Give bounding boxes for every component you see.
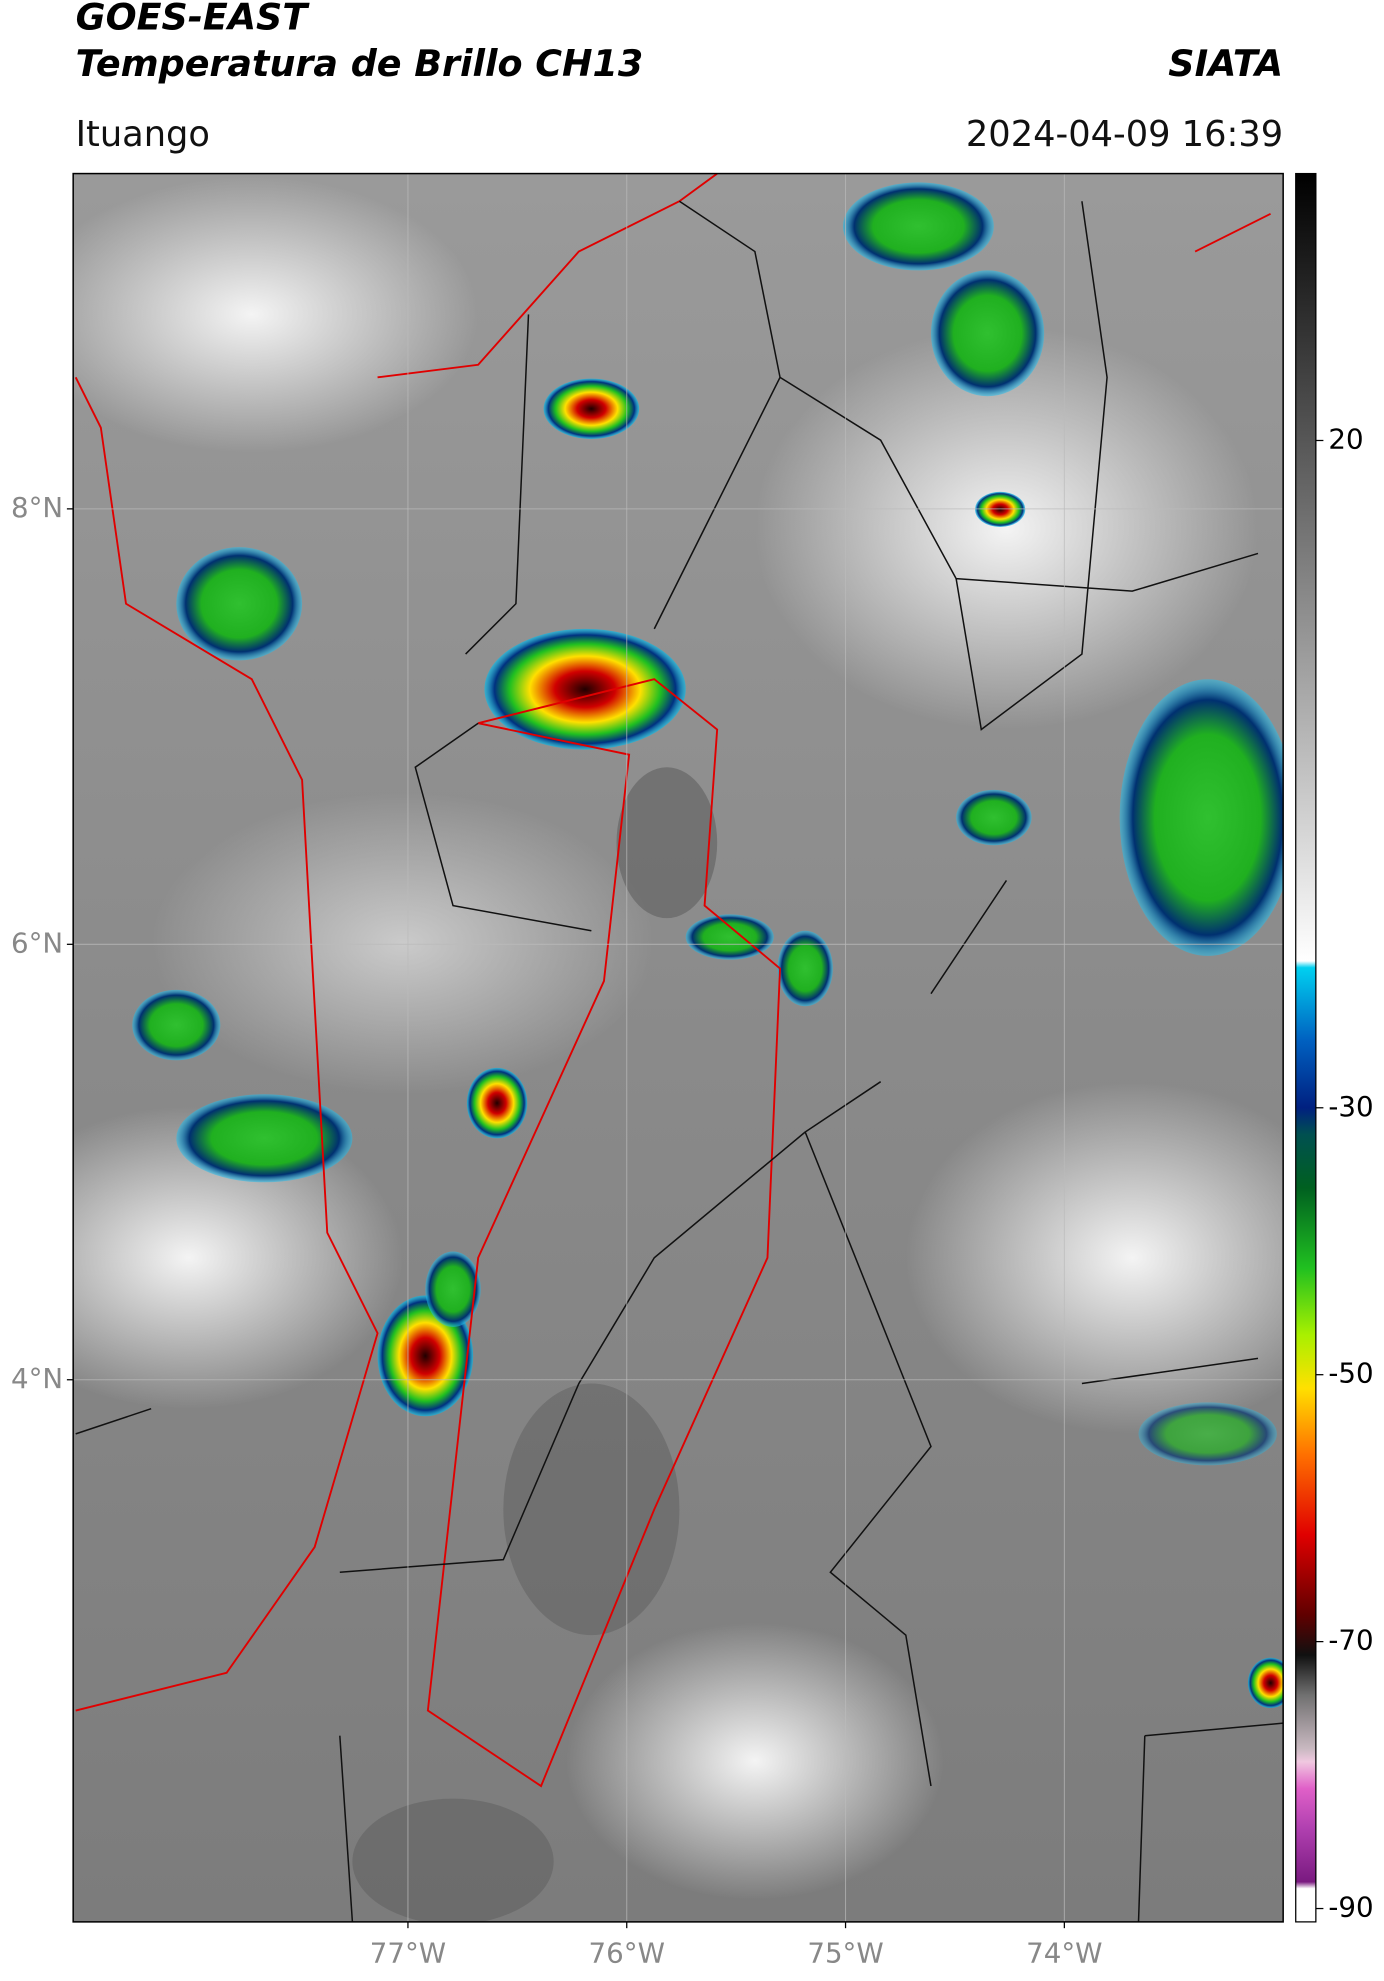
storm-cell [975, 491, 1026, 528]
grid [73, 173, 1284, 1922]
timestamp: 2024-04-09 16:39 [966, 114, 1283, 155]
y-tick-label: 8°N [11, 491, 63, 524]
cloud [566, 1622, 944, 1900]
x-tick-label: 76°W [589, 1937, 665, 1970]
cloud [905, 1081, 1284, 1434]
cloud-cell [842, 182, 994, 271]
cloud-cell [425, 1251, 481, 1327]
x-tick-label: 74°W [1026, 1937, 1102, 1970]
boundary-red [74, 173, 1271, 1788]
storm-cell [466, 1067, 528, 1139]
cloud [73, 1106, 403, 1409]
cloud-cell [930, 270, 1045, 397]
location: Ituango [76, 114, 210, 155]
dark-area [503, 1383, 680, 1636]
source: SIATA [1168, 42, 1283, 85]
dark-area [352, 1798, 554, 1922]
storm-cell [543, 378, 640, 439]
cloud-cell [132, 989, 221, 1061]
cloud-cell [777, 930, 833, 1007]
y-tick-label: 4°N [11, 1362, 63, 1395]
dark-area [616, 767, 718, 919]
cloud [73, 176, 479, 453]
colorbar-tick-label: -50 [1328, 1357, 1373, 1390]
cloud-cell [176, 1094, 353, 1183]
boundary-black [75, 200, 1284, 1922]
cloud-cell [1138, 1402, 1277, 1466]
colorbar-tick-label: -70 [1328, 1624, 1373, 1657]
x-tick-label: 75°W [807, 1937, 883, 1970]
cloud [754, 327, 1258, 730]
cloud-cell [176, 547, 303, 661]
storm-cell [484, 628, 686, 750]
colorbar [1295, 172, 1317, 1923]
cloud [151, 792, 655, 1095]
subtitle: Temperatura de Brillo CH13 [76, 42, 644, 85]
satellite-image [73, 173, 1284, 1922]
title: GOES-EAST [76, 0, 311, 38]
colorbar-tick-label: -90 [1328, 1891, 1373, 1924]
colorbar-tick-label: -30 [1328, 1090, 1373, 1123]
x-tick-label: 77°W [370, 1937, 446, 1970]
map-frame [72, 172, 1284, 1923]
cloud-cell [685, 914, 774, 960]
cloud-cell [1119, 679, 1284, 956]
y-tick-label: 6°N [11, 926, 63, 959]
cloud-cell [956, 789, 1032, 846]
colorbar-tick-label: 20 [1328, 422, 1363, 455]
storm-cell [1247, 1657, 1284, 1709]
